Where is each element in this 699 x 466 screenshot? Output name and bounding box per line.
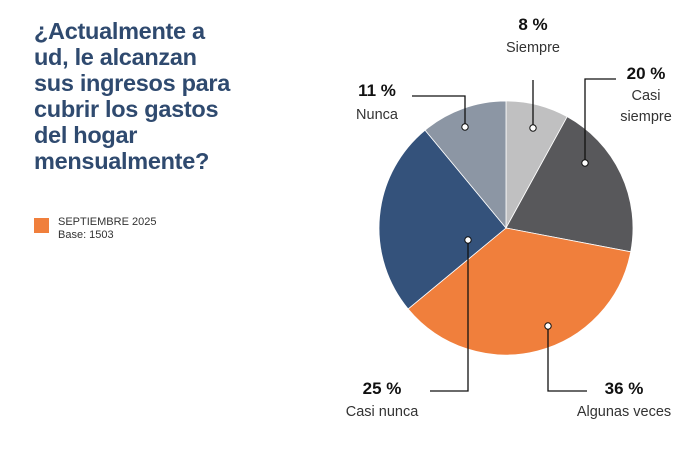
connector-line	[584, 78, 616, 163]
connector-dot	[529, 124, 537, 132]
title-line: cubrir los gastos	[34, 96, 219, 122]
chart-title: ¿Actualmente a ud, le alcanzan sus ingre…	[34, 18, 284, 174]
title-line: del hogar	[34, 122, 138, 148]
pie-slice-nunca	[424, 100, 507, 230]
slice-percent-label: 36 %	[605, 379, 644, 398]
slice-percent-label: 20 %	[627, 64, 666, 83]
pie-slice-casi-siempre	[505, 116, 634, 253]
slice-labels: 8 % Siempre 20 % Casi siempre 36 % Algunas vec…	[346, 15, 672, 420]
legend-text: SEPTIEMBRE 2025 Base: 1503	[58, 216, 156, 242]
connector-dot	[544, 322, 552, 330]
connector-line	[430, 240, 469, 392]
slice-category-label: Nunca	[356, 107, 399, 123]
slice-category-label: Casi nunca	[346, 404, 419, 420]
legend-base-label: Base: 1503	[58, 229, 114, 241]
label-connectors	[412, 78, 616, 392]
title-line: mensualmente?	[34, 148, 210, 174]
title-line: sus ingresos para	[34, 70, 231, 96]
connector-dot	[464, 236, 472, 244]
legend-series-label: SEPTIEMBRE 2025	[58, 216, 157, 228]
connector-dot	[461, 123, 469, 131]
connector-line	[412, 95, 466, 127]
title-line: ud, le alcanzan	[34, 44, 197, 70]
pie-slice-algunas-veces	[407, 227, 632, 356]
pie-slices	[378, 100, 634, 356]
slice-percent-label: 25 %	[363, 379, 402, 398]
slice-percent-label: 11 %	[358, 81, 396, 100]
slice-category-label: siempre	[620, 109, 672, 125]
connector-line	[547, 326, 587, 392]
legend-swatch	[34, 218, 49, 233]
connector-dot	[581, 159, 589, 167]
legend: SEPTIEMBRE 2025 Base: 1503	[34, 216, 156, 242]
slice-category-label: Algunas veces	[577, 404, 671, 420]
slice-category-label: Siempre	[506, 40, 560, 56]
slice-category-label: Casi	[631, 88, 660, 104]
title-line: ¿Actualmente a	[34, 18, 205, 44]
pie-slice-casi-nunca	[378, 129, 507, 310]
slice-percent-label: 8 %	[518, 15, 547, 34]
